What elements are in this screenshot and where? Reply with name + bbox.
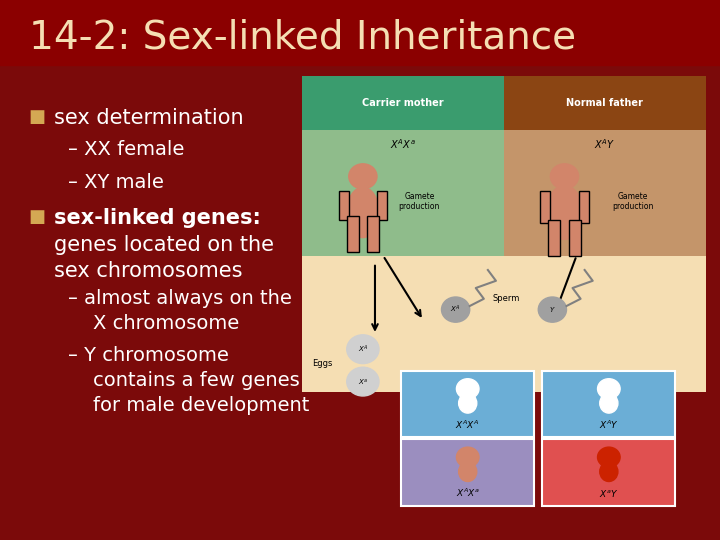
- Circle shape: [598, 447, 620, 467]
- FancyBboxPatch shape: [367, 216, 379, 252]
- Circle shape: [348, 164, 377, 189]
- Circle shape: [456, 447, 479, 467]
- Text: – Y chromosome
    contains a few genes
    for male development: – Y chromosome contains a few genes for …: [68, 346, 310, 415]
- Text: $X^a$: $X^a$: [358, 376, 368, 387]
- FancyBboxPatch shape: [338, 191, 348, 220]
- Circle shape: [456, 379, 479, 399]
- Text: Carrier mother: Carrier mother: [362, 98, 444, 107]
- Text: $X^AY$: $X^AY$: [594, 137, 616, 151]
- FancyBboxPatch shape: [542, 371, 675, 437]
- Ellipse shape: [347, 187, 379, 238]
- FancyBboxPatch shape: [569, 220, 580, 255]
- Text: genes located on the
sex chromosomes: genes located on the sex chromosomes: [54, 235, 274, 281]
- Text: Sperm: Sperm: [492, 294, 520, 303]
- Text: $X^aY$: $X^aY$: [599, 488, 618, 499]
- Text: $X^AX^A$: $X^AX^A$: [456, 418, 480, 431]
- Text: $X^AX^a$: $X^AX^a$: [456, 487, 480, 500]
- FancyBboxPatch shape: [504, 76, 706, 130]
- Ellipse shape: [459, 393, 477, 413]
- Text: sex determination: sex determination: [54, 108, 243, 128]
- FancyBboxPatch shape: [302, 76, 504, 255]
- Text: $X^A$: $X^A$: [358, 343, 368, 355]
- Circle shape: [441, 297, 469, 322]
- FancyBboxPatch shape: [540, 191, 550, 223]
- Text: $X^AY$: $X^AY$: [599, 418, 618, 431]
- Text: sex-linked genes:: sex-linked genes:: [54, 208, 261, 228]
- Text: Gamete
production: Gamete production: [612, 192, 654, 211]
- Text: – XX female: – XX female: [68, 140, 185, 159]
- Text: Gamete
production: Gamete production: [399, 192, 440, 211]
- Ellipse shape: [459, 462, 477, 482]
- Circle shape: [539, 297, 567, 322]
- Circle shape: [550, 164, 579, 189]
- Text: Normal father: Normal father: [567, 98, 643, 107]
- Text: ■: ■: [29, 108, 46, 126]
- FancyBboxPatch shape: [302, 76, 504, 130]
- Text: $X^A$: $X^A$: [450, 304, 461, 315]
- Text: $Y$: $Y$: [549, 305, 556, 314]
- Text: $X^AX^a$: $X^AX^a$: [390, 137, 416, 151]
- Text: – almost always on the
    X chromosome: – almost always on the X chromosome: [68, 289, 292, 333]
- FancyBboxPatch shape: [401, 371, 534, 437]
- FancyBboxPatch shape: [542, 439, 675, 506]
- Text: 14-2: Sex-linked Inheritance: 14-2: Sex-linked Inheritance: [29, 19, 576, 57]
- Circle shape: [598, 379, 620, 399]
- FancyBboxPatch shape: [401, 439, 534, 506]
- Text: – XY male: – XY male: [68, 173, 164, 192]
- Ellipse shape: [546, 185, 582, 239]
- FancyBboxPatch shape: [579, 191, 589, 223]
- Circle shape: [347, 335, 379, 363]
- FancyBboxPatch shape: [549, 220, 560, 255]
- FancyBboxPatch shape: [347, 216, 359, 252]
- Text: Eggs: Eggs: [312, 359, 333, 368]
- FancyBboxPatch shape: [377, 191, 387, 220]
- Ellipse shape: [600, 462, 618, 482]
- Text: ■: ■: [29, 208, 46, 226]
- Circle shape: [347, 367, 379, 396]
- Ellipse shape: [600, 393, 618, 413]
- FancyBboxPatch shape: [504, 76, 706, 255]
- FancyBboxPatch shape: [302, 255, 706, 393]
